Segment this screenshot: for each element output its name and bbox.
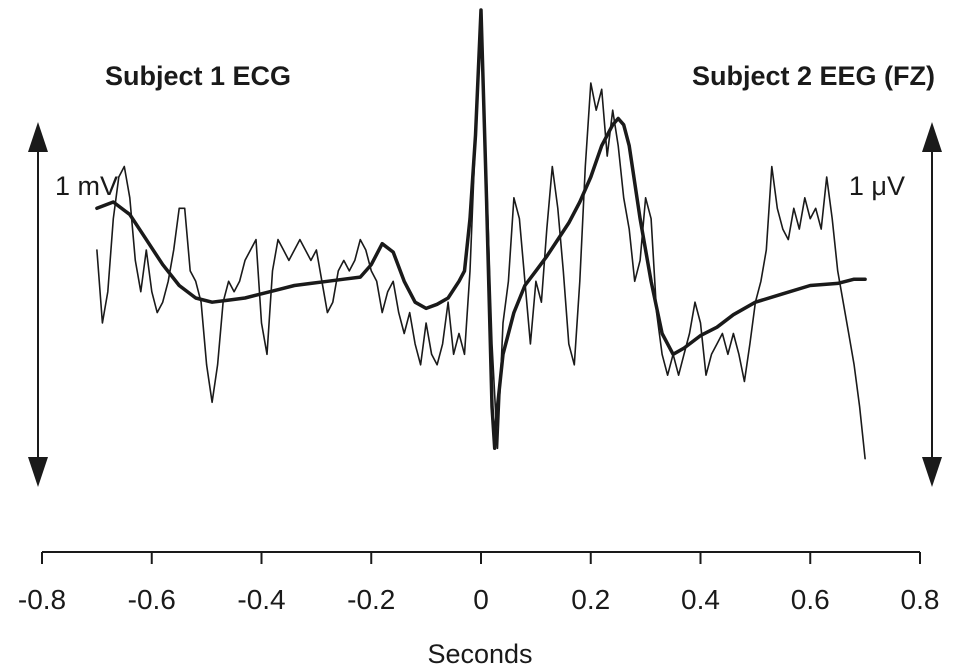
x-tick-label: -0.2 — [347, 584, 395, 615]
arrow-up-icon — [922, 122, 942, 152]
title-right: Subject 2 EEG (FZ) — [692, 61, 935, 91]
x-tick-label: 0.4 — [681, 584, 720, 615]
scale-label-right: 1 μV — [849, 171, 905, 201]
arrow-down-icon — [922, 457, 942, 487]
x-axis-title: Seconds — [427, 639, 532, 669]
x-tick-label: -0.4 — [237, 584, 285, 615]
x-tick-label: -0.8 — [18, 584, 66, 615]
x-tick-label: 0 — [473, 584, 489, 615]
x-tick-label: 0.2 — [571, 584, 610, 615]
x-axis: -0.8 -0.6 -0.4 -0.2 0 0.2 0.4 0.6 0.8 — [18, 551, 940, 615]
arrow-down-icon — [28, 457, 48, 487]
scale-bar-left — [28, 122, 48, 487]
x-tick-label: 0.6 — [791, 584, 830, 615]
plot-area — [95, 8, 867, 460]
scale-label-left: 1 mV — [55, 171, 118, 201]
arrow-up-icon — [28, 122, 48, 152]
series-line-smoothed — [95, 8, 867, 451]
scale-bar-right — [922, 122, 942, 487]
x-tick-label: 0.8 — [901, 584, 940, 615]
x-tick-label: -0.6 — [128, 584, 176, 615]
title-left: Subject 1 ECG — [105, 61, 291, 91]
